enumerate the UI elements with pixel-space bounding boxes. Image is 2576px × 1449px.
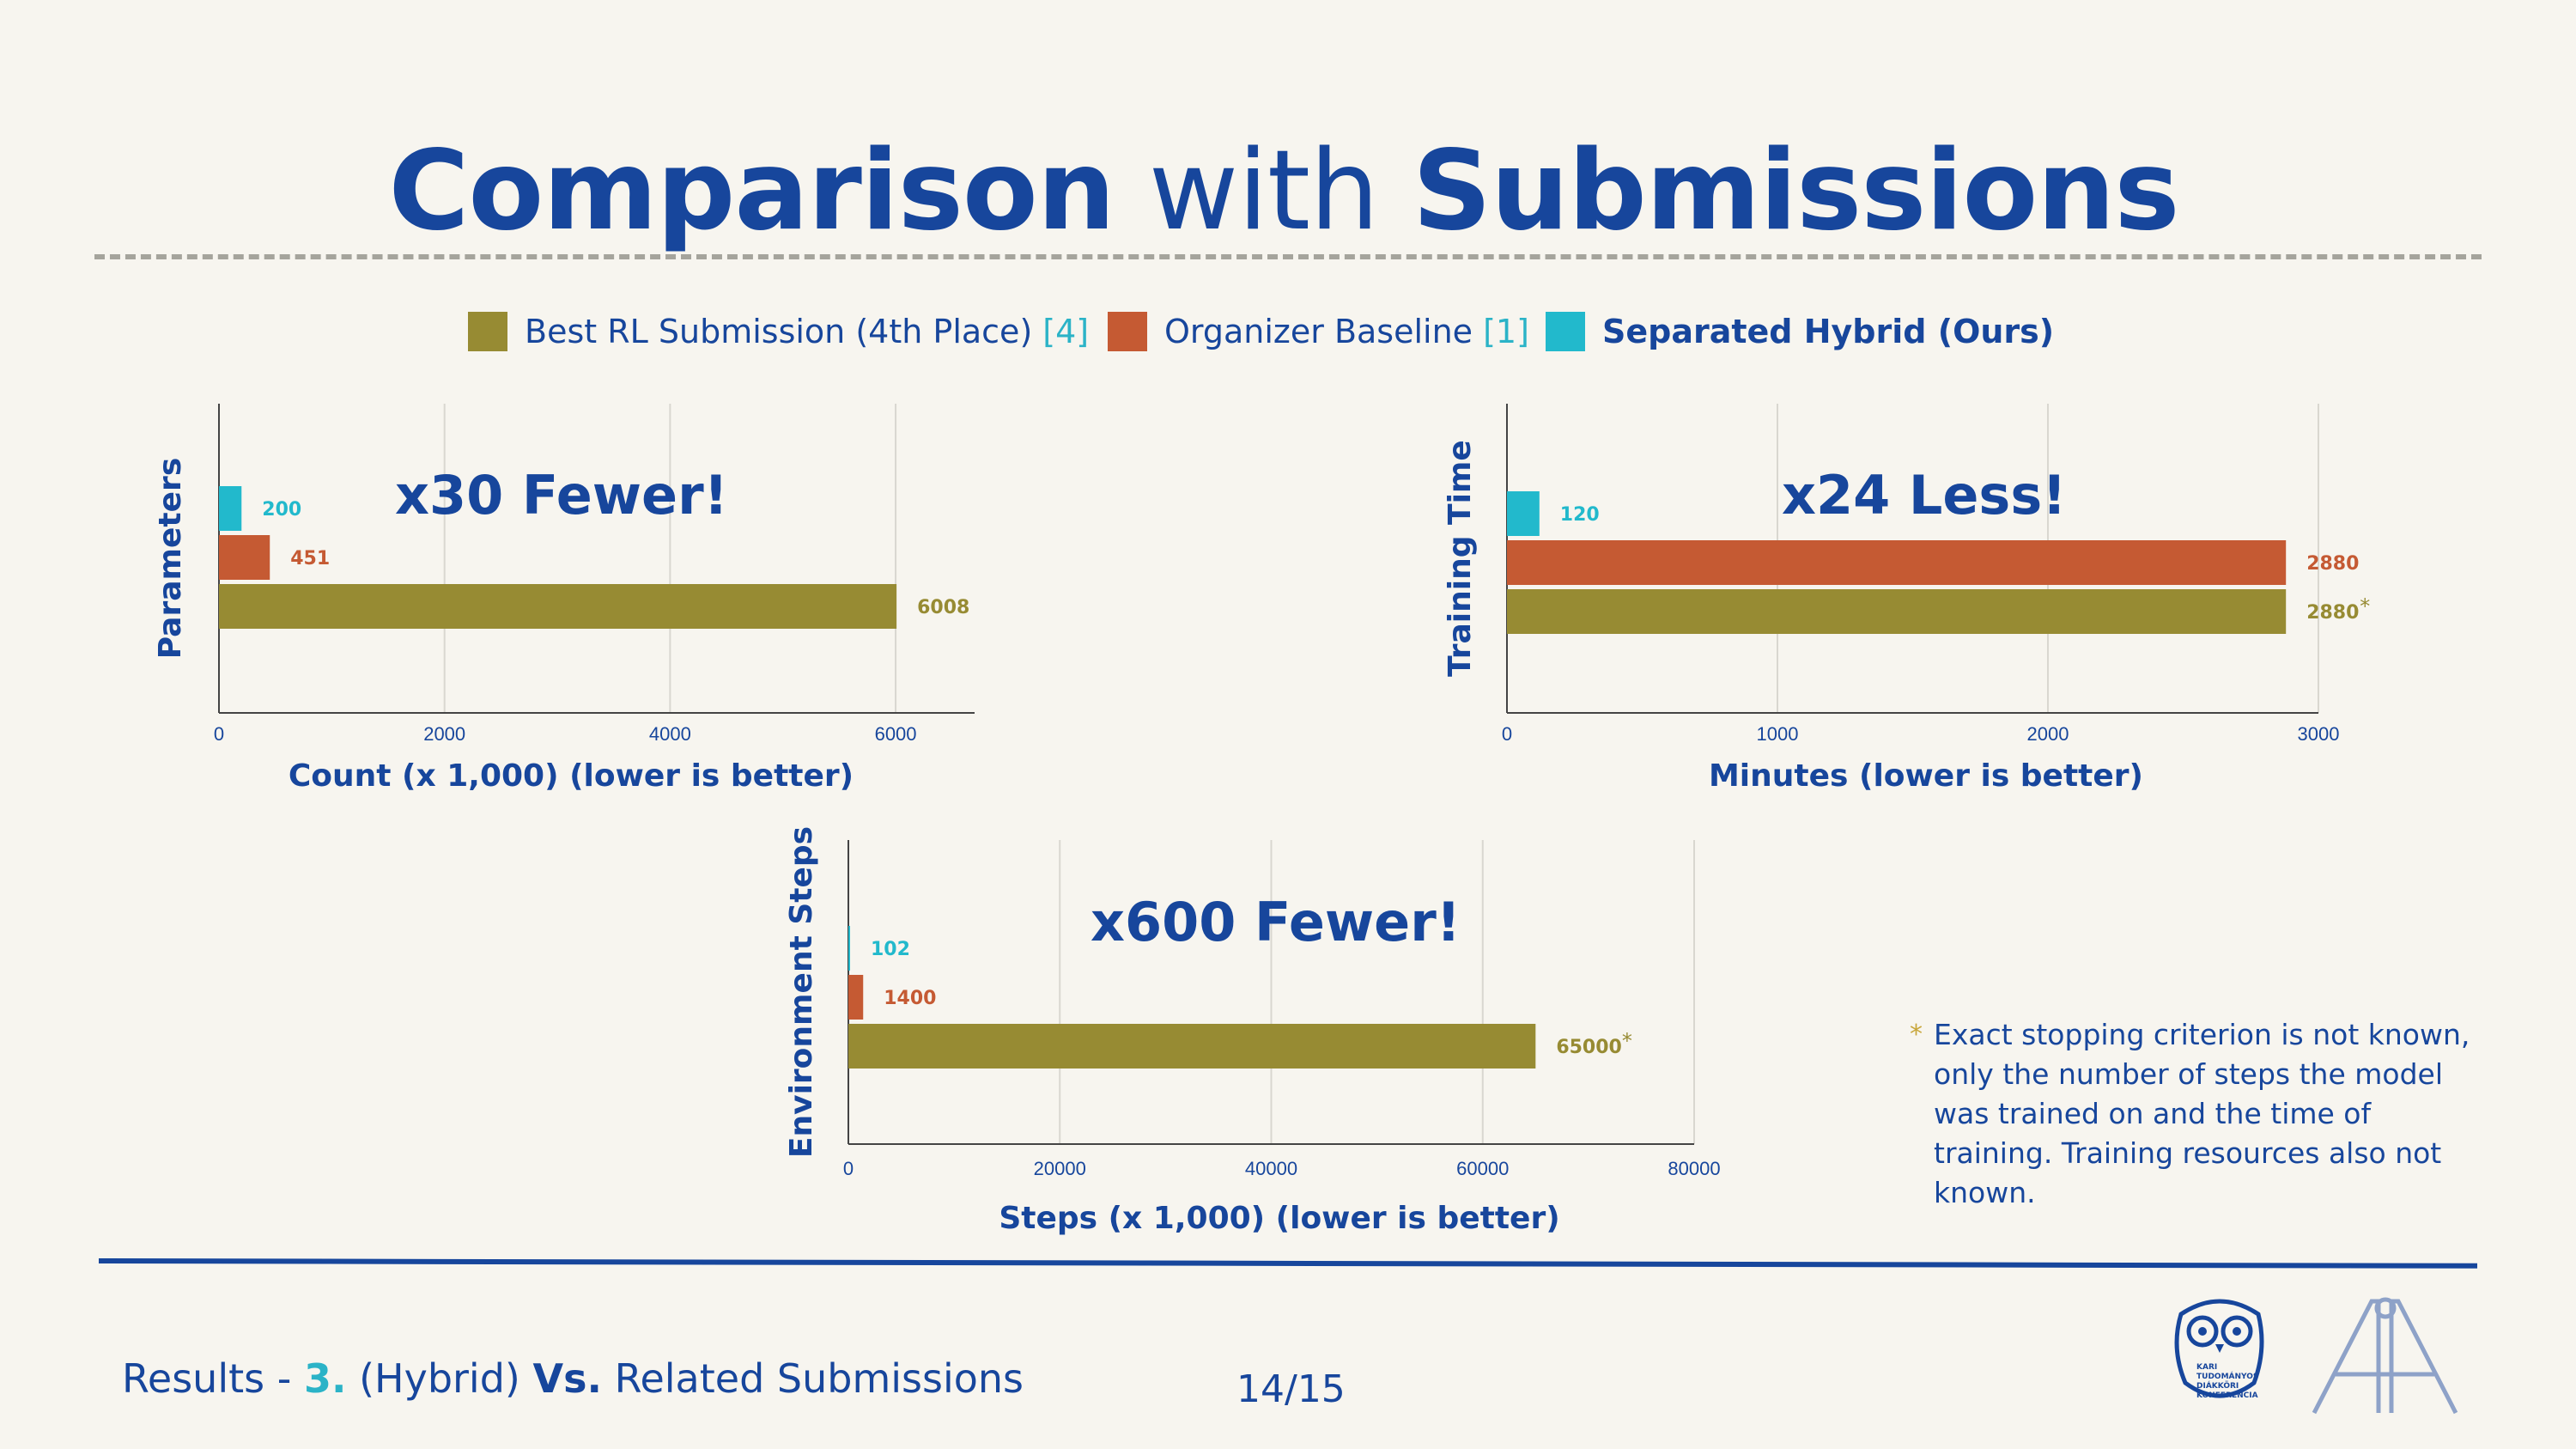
owl-logo-line-1: KARI bbox=[2196, 1363, 2217, 1372]
legend-ref-baseline: [1] bbox=[1483, 313, 1529, 350]
x-tick-label: 0 bbox=[214, 723, 224, 745]
footer-prefix: Results - bbox=[122, 1355, 292, 1402]
footer-vs: Vs. bbox=[532, 1355, 602, 1402]
data-label: 451 bbox=[290, 548, 330, 569]
y-axis-label: Training Time bbox=[1443, 440, 1478, 677]
data-label: 200 bbox=[262, 499, 301, 521]
chart-legend: Best RL Submission (4th Place) [4] Organ… bbox=[0, 306, 2576, 357]
page-number: 14/15 bbox=[1236, 1367, 1346, 1411]
data-label: 1400 bbox=[884, 988, 936, 1009]
bar bbox=[1507, 589, 2287, 634]
chart-annotation: x600 Fewer! bbox=[1091, 891, 1461, 953]
x-tick-label: 60000 bbox=[1456, 1158, 1509, 1179]
x-tick-label: 20000 bbox=[1034, 1158, 1086, 1179]
legend-swatch-best bbox=[468, 312, 507, 351]
y-axis-label: Parameters bbox=[153, 458, 188, 660]
footer-suffix: Related Submissions bbox=[614, 1355, 1024, 1402]
x-tick-label: 3000 bbox=[2298, 723, 2340, 745]
x-tick-label: 2000 bbox=[423, 723, 465, 745]
title-part2: with bbox=[1148, 127, 1380, 255]
bar bbox=[848, 975, 864, 1020]
x-tick-label: 4000 bbox=[649, 723, 691, 745]
bar bbox=[219, 486, 242, 531]
data-label: 120 bbox=[1560, 504, 1600, 526]
legend-item-best: Best RL Submission (4th Place) [4] bbox=[468, 306, 1089, 357]
data-label: 65000 bbox=[1556, 1037, 1622, 1058]
owl-logo-line-4: KONFERENCIA bbox=[2196, 1391, 2258, 1400]
x-tick-label: 0 bbox=[843, 1158, 854, 1179]
bar bbox=[848, 1024, 1536, 1068]
legend-swatch-baseline bbox=[1108, 312, 1147, 351]
footnote-text: Exact stopping criterion is not known, o… bbox=[1934, 1018, 2470, 1209]
x-tick-label: 0 bbox=[1502, 723, 1512, 745]
owl-logo-icon: KARI TUDOMÁNYOS DIÁKKÖRI KONFERENCIA bbox=[2164, 1288, 2275, 1417]
x-axis-label: Minutes (lower is better) bbox=[1709, 758, 2143, 794]
legend-label-best: Best RL Submission (4th Place) bbox=[525, 313, 1033, 350]
legend-ref-best: [4] bbox=[1042, 313, 1090, 350]
legend-item-baseline: Organizer Baseline [1] bbox=[1108, 306, 1529, 357]
footnote-star: * bbox=[1910, 1020, 1923, 1050]
y-axis-label: Environment Steps bbox=[784, 826, 819, 1158]
x-tick-label: 40000 bbox=[1245, 1158, 1297, 1179]
title-part1: Comparison bbox=[388, 127, 1115, 255]
legend-item-ours: Separated Hybrid (Ours) bbox=[1546, 306, 2054, 357]
bar bbox=[219, 584, 897, 629]
x-tick-label: 80000 bbox=[1668, 1158, 1720, 1179]
data-label-star: * bbox=[2360, 594, 2370, 618]
owl-logo-line-3: DIÁKKÖRI bbox=[2196, 1380, 2239, 1391]
legend-swatch-ours bbox=[1546, 312, 1585, 351]
footnote: * Exact stopping criterion is not known,… bbox=[1910, 1015, 2483, 1213]
footer-middle: (Hybrid) bbox=[359, 1355, 520, 1402]
bar bbox=[1507, 491, 1540, 536]
bar bbox=[219, 535, 270, 580]
legend-label-baseline: Organizer Baseline bbox=[1164, 313, 1473, 350]
data-label: 2880 bbox=[2306, 602, 2359, 624]
data-label: 2880 bbox=[2306, 553, 2359, 575]
title-part3: Submissions bbox=[1412, 127, 2180, 255]
legend-label-ours: Separated Hybrid (Ours) bbox=[1602, 313, 2055, 350]
title-divider bbox=[94, 254, 2482, 259]
x-tick-label: 6000 bbox=[875, 723, 917, 745]
owl-logo-line-2: TUDOMÁNYOS bbox=[2196, 1371, 2258, 1381]
x-axis-label: Steps (x 1,000) (lower is better) bbox=[999, 1201, 1559, 1236]
data-label: 102 bbox=[871, 939, 910, 960]
x-axis-label: Count (x 1,000) (lower is better) bbox=[289, 758, 854, 794]
data-label: 6008 bbox=[917, 597, 969, 618]
ait-logo-icon bbox=[2310, 1293, 2460, 1417]
footer-num: 3. bbox=[303, 1355, 347, 1402]
footer-section-label: Results - 3. (Hybrid) Vs. Related Submis… bbox=[122, 1355, 1024, 1402]
data-label-star: * bbox=[1622, 1029, 1632, 1053]
bar bbox=[848, 926, 850, 971]
page-title: Comparison with Submissions bbox=[0, 127, 2567, 255]
chart-annotation: x24 Less! bbox=[1782, 464, 2067, 527]
chart-annotation: x30 Fewer! bbox=[395, 464, 728, 527]
x-tick-label: 2000 bbox=[2027, 723, 2069, 745]
bar bbox=[1507, 540, 2287, 585]
x-tick-label: 1000 bbox=[1757, 723, 1799, 745]
